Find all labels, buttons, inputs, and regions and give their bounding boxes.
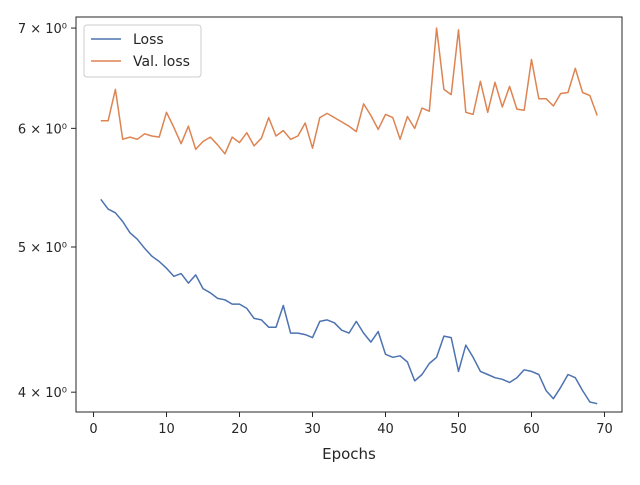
y-tick-label: 5 × 10⁰ xyxy=(18,241,67,256)
x-tick-label: 10 xyxy=(158,422,175,437)
y-tick-label: 7 × 10⁰ xyxy=(18,22,67,37)
x-tick-label: 30 xyxy=(304,422,321,437)
x-tick-label: 60 xyxy=(523,422,540,437)
y-tick-label: 4 × 10⁰ xyxy=(18,386,67,401)
legend-box xyxy=(83,24,202,78)
x-tick-label: 50 xyxy=(450,422,467,437)
x-tick-label: 0 xyxy=(89,422,97,437)
y-axis-ticks: 4 × 10⁰ 5 × 10⁰ 6 × 10⁰ 7 × 10⁰ xyxy=(18,22,76,401)
plot-frame xyxy=(75,16,623,413)
legend-label-val-loss: Val. loss xyxy=(133,54,190,70)
legend-label-loss: Loss xyxy=(133,32,164,48)
x-tick-label: 70 xyxy=(596,422,613,437)
legend: Loss Val. loss xyxy=(83,24,202,78)
series-line-val-loss xyxy=(100,27,598,155)
x-tick-label: 40 xyxy=(377,422,394,437)
plot-lines xyxy=(100,27,598,405)
series-line-loss xyxy=(100,198,598,405)
x-axis-ticks: 0 10 20 30 40 50 60 70 xyxy=(89,412,613,437)
x-axis-label: Epochs xyxy=(322,445,376,463)
y-tick-label: 6 × 10⁰ xyxy=(18,122,67,137)
x-tick-label: 20 xyxy=(231,422,248,437)
